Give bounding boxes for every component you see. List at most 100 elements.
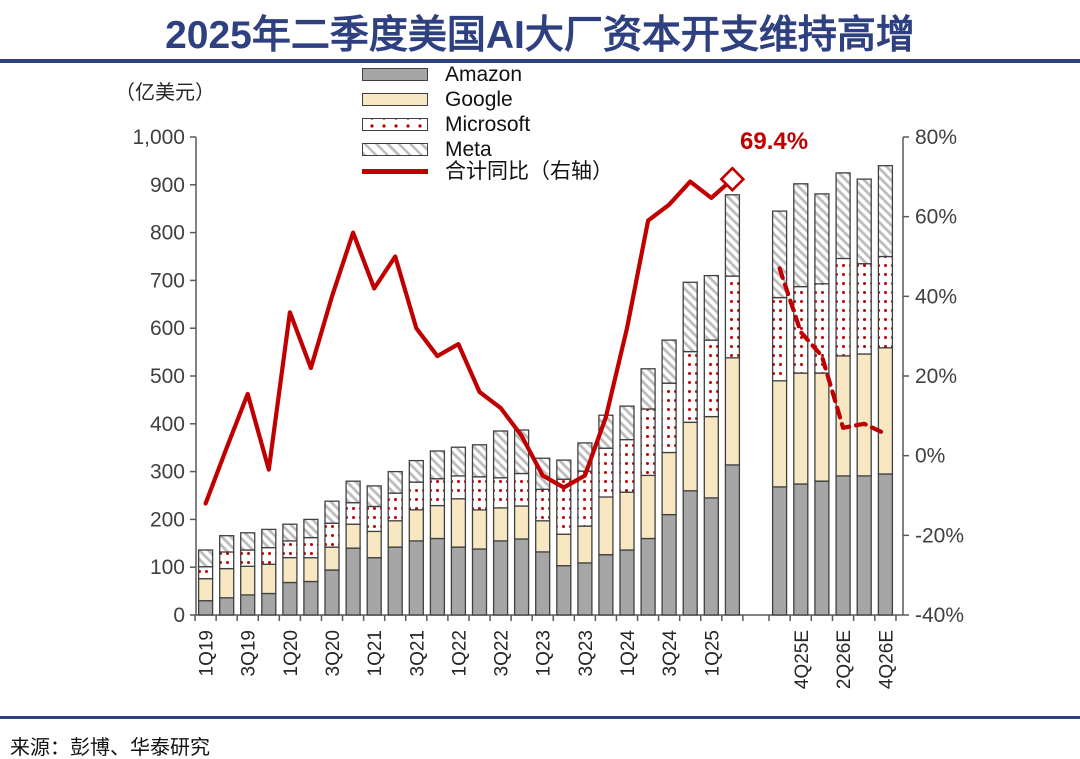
svg-text:4Q25E: 4Q25E [792, 630, 813, 689]
bar-segment-meta [408, 459, 424, 483]
bar-segment-google [793, 372, 809, 485]
svg-text:3Q24: 3Q24 [660, 630, 681, 677]
bottom-divider [0, 716, 1080, 719]
legend-label: 合计同比（右轴） [445, 159, 613, 183]
bar-segment-amazon [793, 483, 809, 616]
bar-segment-meta [324, 500, 340, 524]
bar-segment-microsoft [408, 481, 424, 511]
peak-annotation: 69.4% [740, 128, 809, 155]
svg-text:-20%: -20% [915, 524, 964, 547]
bar-segment-meta [429, 450, 446, 480]
bar-segment-microsoft [793, 285, 809, 374]
bar-segment-google [261, 563, 277, 595]
svg-text:700: 700 [150, 269, 185, 292]
bar-segment-meta [492, 430, 509, 479]
bar-segment-meta [387, 470, 403, 494]
bar-segment-google [771, 380, 788, 488]
bar-segment-microsoft [387, 492, 403, 522]
bar-segment-google [450, 498, 467, 548]
bar-segment-microsoft [703, 339, 719, 418]
svg-text:0%: 0% [915, 445, 945, 468]
svg-text:600: 600 [150, 317, 185, 340]
svg-text:400: 400 [150, 413, 185, 436]
bar-segment-google [429, 504, 446, 540]
bar-segment-meta [366, 485, 382, 508]
svg-text:3Q22: 3Q22 [492, 630, 513, 676]
bar-segment-amazon [366, 556, 382, 616]
svg-text:800: 800 [150, 222, 185, 245]
bar-segment-microsoft [471, 476, 488, 511]
svg-text:300: 300 [150, 461, 185, 484]
red-line-swatch-icon [362, 168, 428, 174]
bar-segment-meta [219, 535, 235, 553]
bar-segment-google [366, 530, 382, 559]
svg-text:1Q22: 1Q22 [449, 630, 470, 676]
svg-text:0: 0 [173, 604, 185, 627]
bar-segment-google [703, 415, 719, 499]
svg-text:1Q19: 1Q19 [197, 630, 218, 676]
page-title: 2025年二季度美国AI大厂资本开支维持高增 [165, 14, 915, 57]
bar-segment-google [197, 578, 214, 602]
bar-segment-meta [345, 480, 361, 504]
bar-segment-microsoft [535, 488, 551, 522]
amazon-swatch-icon [362, 68, 428, 81]
bar-segment-amazon [814, 480, 830, 616]
bars-group [197, 165, 894, 616]
legend-label: Google [445, 88, 513, 111]
bar-segment-microsoft [345, 502, 361, 525]
bar-segment-meta [556, 459, 572, 480]
svg-text:20%: 20% [915, 365, 957, 388]
bar-segment-microsoft [366, 505, 382, 533]
bar-segment-meta [814, 193, 830, 285]
svg-text:2Q26E: 2Q26E [834, 630, 855, 689]
bar-segment-amazon [219, 597, 235, 616]
bar-segment-meta [240, 532, 256, 551]
bar-segment-google [577, 525, 593, 564]
left-axis-unit-label: （亿美元） [115, 82, 215, 104]
bar-segment-google [556, 533, 572, 567]
bar-segment-microsoft [261, 546, 277, 565]
right-axis-labels: 80% 60% 40% 20% 0% -20% -40% [915, 126, 964, 627]
google-swatch-icon [362, 93, 428, 106]
bar-segment-microsoft [282, 540, 298, 559]
bar-segment-amazon [682, 490, 698, 616]
svg-text:100: 100 [150, 556, 185, 579]
yoy-line-solid [203, 177, 735, 506]
bar-segment-microsoft [450, 475, 467, 500]
svg-text:1Q25: 1Q25 [702, 630, 723, 676]
bar-segment-amazon [408, 540, 424, 616]
bar-segment-meta [303, 518, 319, 539]
bar-segment-google [856, 353, 872, 477]
legend-label: Meta [445, 138, 492, 161]
bar-segment-amazon [303, 580, 319, 616]
svg-text:3Q20: 3Q20 [323, 630, 344, 676]
bar-segment-meta [661, 339, 677, 384]
bar-segment-meta [682, 281, 698, 353]
bar-segment-amazon [429, 537, 446, 616]
bar-segment-amazon [471, 548, 488, 616]
bar-segment-amazon [556, 565, 572, 616]
bar-segment-amazon [661, 513, 677, 616]
bar-segment-google [387, 520, 403, 548]
bar-segment-microsoft [835, 257, 851, 357]
bar-segment-amazon [535, 551, 551, 616]
bar-segment-google [619, 491, 635, 551]
bar-segment-microsoft [219, 551, 235, 570]
svg-text:200: 200 [150, 508, 185, 531]
bar-segment-google [877, 347, 894, 475]
legend-item-google: Google [362, 88, 613, 111]
bar-segment-amazon [387, 546, 403, 616]
bar-segment-google [682, 421, 698, 492]
bar-segment-microsoft [197, 566, 214, 580]
bar-segment-amazon [771, 486, 788, 616]
source-note: 来源：彭博、华泰研究 [10, 737, 210, 759]
bar-segment-meta [619, 405, 635, 441]
bar-segment-amazon [240, 594, 256, 616]
top-divider [0, 59, 1080, 63]
bar-segment-microsoft [771, 296, 788, 382]
svg-text:1Q23: 1Q23 [534, 630, 555, 676]
bar-segment-amazon [724, 464, 741, 616]
bar-segment-amazon [856, 475, 872, 616]
bar-segment-meta [793, 183, 809, 288]
